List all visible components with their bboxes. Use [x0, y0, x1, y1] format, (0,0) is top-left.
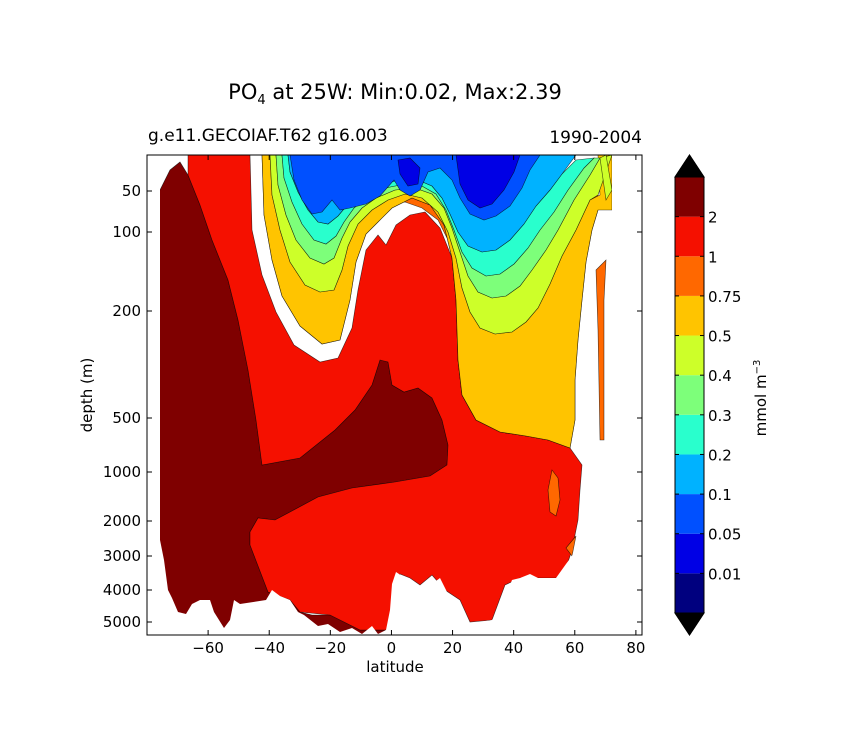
y-axis: 50 100 200 500 1000 2000 3000 4000 5000 [103, 182, 642, 631]
colorbar-segment [675, 335, 704, 376]
x-tick-label: 20 [443, 639, 462, 657]
x-tick-label: −20 [315, 639, 347, 657]
contour-strip-65n [595, 259, 607, 441]
y-tick-label: 5000 [103, 613, 141, 631]
colorbar-level-label: 0.1 [708, 486, 732, 504]
x-tick-label: −40 [253, 639, 285, 657]
colorbar: 0.01 0.05 0.1 0.2 0.3 0.4 0.5 0.75 1 2 [674, 154, 741, 636]
colorbar-level-label: 2 [708, 209, 718, 227]
run-name: g.e11.GECOIAF.T62 g16.003 [148, 126, 388, 146]
chart-title: PO4 at 25W: Min:0.02, Max:2.39 [228, 80, 562, 108]
x-axis: −60 −40 −20 0 20 40 60 80 [192, 155, 645, 657]
y-tick-label: 500 [112, 409, 141, 427]
colorbar-level-label: 0.01 [708, 565, 741, 583]
x-tick-label: 60 [565, 639, 584, 657]
contour-tip-se [565, 535, 577, 557]
colorbar-outline [674, 154, 705, 636]
time-period: 1990-2004 [549, 128, 642, 148]
colorbar-segment [675, 256, 704, 296]
contour-band-0.01-0.05 [397, 155, 521, 209]
plot-frame [146, 154, 643, 636]
colorbar-level-label: 0.2 [708, 446, 732, 464]
colorbar-extend-max [674, 154, 705, 178]
colorbar-segment [675, 216, 704, 257]
colorbar-extend-min [674, 612, 705, 636]
colorbar-segment [675, 414, 704, 455]
colorbar-level-label: 0.75 [708, 288, 741, 306]
y-tick-label: 4000 [103, 581, 141, 599]
colorbar-level-label: 0.3 [708, 407, 732, 425]
x-axis-label: latitude [366, 658, 424, 676]
y-tick-label: 200 [112, 302, 141, 320]
colorbar-level-label: 0.5 [708, 328, 732, 346]
y-tick-label: 50 [122, 182, 141, 200]
x-tick-label: −60 [192, 639, 224, 657]
colorbar-segment [675, 573, 704, 613]
bathymetry-mask [147, 155, 642, 635]
y-tick-label: 3000 [103, 547, 141, 565]
colorbar-level-label: 0.05 [708, 526, 741, 544]
colorbar-segment [675, 177, 704, 217]
contour-lens-50n [547, 469, 561, 517]
colorbar-segment [675, 533, 704, 574]
contour-band-1-2 [187, 155, 583, 631]
x-tick-label: 40 [504, 639, 523, 657]
y-tick-label: 100 [112, 223, 141, 241]
colorbar-segment [675, 295, 704, 336]
colorbar-segment [675, 494, 704, 534]
x-tick-label: 0 [387, 639, 397, 657]
colorbar-level-label: 0.4 [708, 367, 732, 385]
x-tick-label: 80 [626, 639, 645, 657]
contour-field [147, 155, 642, 635]
y-axis-label: depth (m) [78, 358, 96, 433]
colorbar-level-label: 1 [708, 248, 718, 266]
y-tick-label: 2000 [103, 512, 141, 530]
y-tick-label: 1000 [103, 463, 141, 481]
colorbar-label: mmol m−3 [752, 360, 770, 437]
colorbar-segment [675, 375, 704, 415]
colorbar-segment [675, 454, 704, 495]
